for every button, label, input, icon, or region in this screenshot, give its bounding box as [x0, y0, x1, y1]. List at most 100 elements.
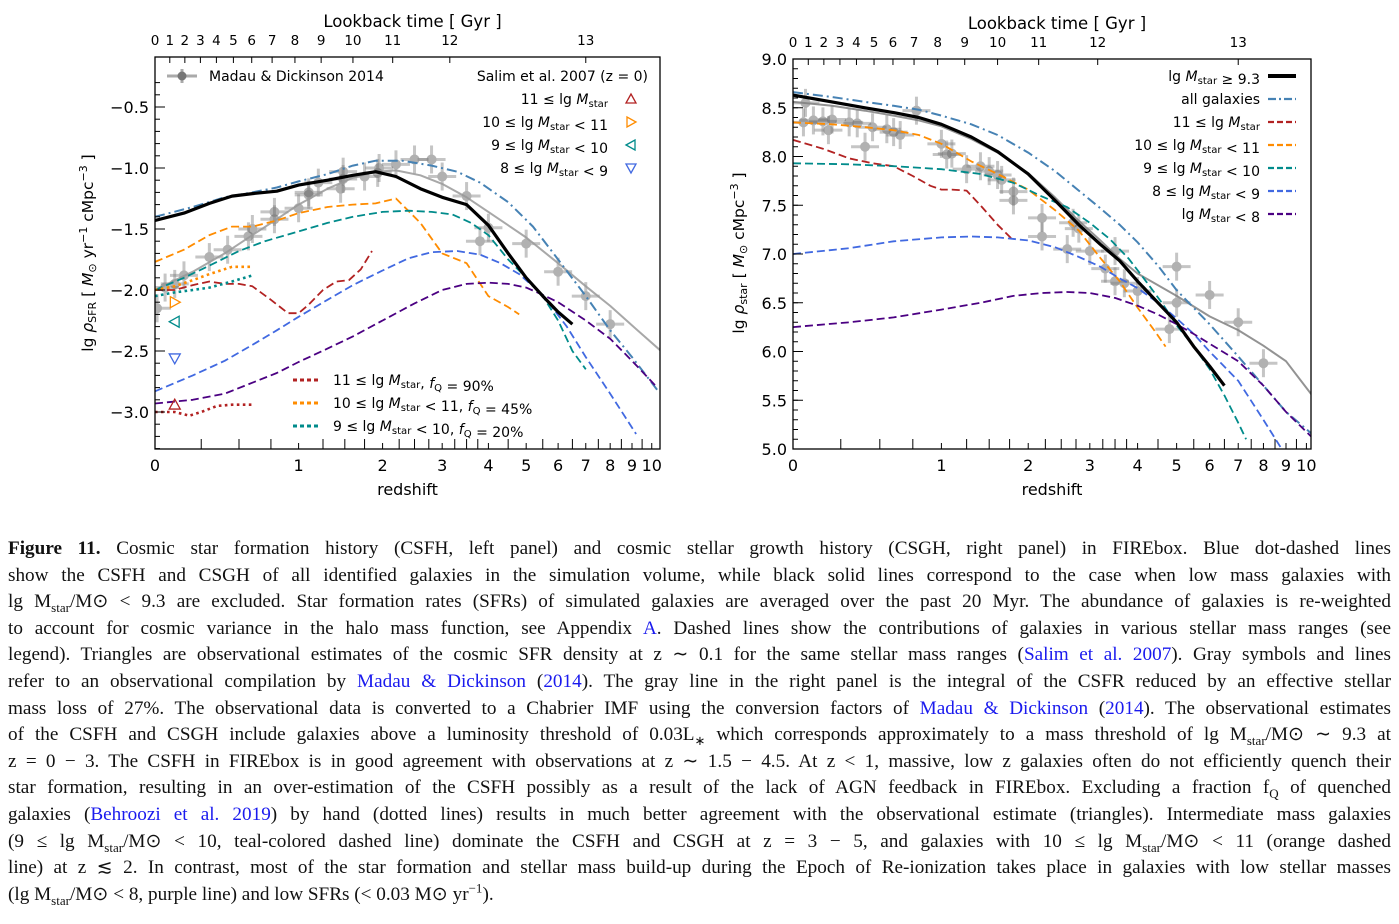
citation-link[interactable]: 2014 [1105, 697, 1144, 719]
caption-text: ( [1088, 697, 1106, 719]
legend-label: 9 ≤ lg Mstar < 10, fQ = 20% [333, 419, 523, 441]
top-x-tick-label: 11 [1030, 35, 1047, 51]
top-x-tick-label: 5 [870, 35, 879, 51]
caption-line: Figure 11. Cosmic star formation history… [8, 536, 1391, 563]
observation-point [1162, 252, 1191, 281]
citation-link[interactable]: Madau & Dickinson [919, 697, 1089, 719]
top-x-tick-label: 13 [577, 33, 594, 49]
x-tick-label: 1 [936, 456, 946, 475]
observation-point [818, 105, 847, 134]
citation-link[interactable]: Salim et al. 2007 [1023, 644, 1172, 666]
observation-marker [1258, 358, 1269, 369]
legend-label: 9 ≤ lg Mstar < 10 [491, 138, 608, 157]
observation-point [983, 161, 1012, 190]
y-tick-label: 9.0 [762, 50, 787, 69]
caption-text: of quenched [1278, 777, 1391, 799]
legend-salim: Salim et al. 2007 (z = 0) 11 ≤ lg Mstar 10… [477, 69, 648, 180]
y-tick-label: 7.5 [762, 196, 787, 215]
observation-marker [823, 125, 834, 136]
x-axis-label: redshift [377, 480, 438, 499]
legend-label: lg Mstar < 8 [1182, 207, 1260, 226]
top-x-tick-label: 3 [836, 35, 845, 51]
x-tick-label: 8 [605, 456, 615, 475]
observation-marker [269, 206, 280, 217]
observation-point [1162, 288, 1191, 317]
observation-marker [474, 236, 485, 247]
x-tick-label: 3 [437, 456, 447, 475]
legend-label: 10 ≤ lg Mstar < 11, fQ = 45% [333, 396, 532, 418]
observation-marker [941, 149, 952, 160]
top-x-tick-label: 0 [151, 33, 160, 49]
observation-marker [1164, 324, 1175, 335]
legend-label: 11 ≤ lg Mstar [521, 92, 609, 110]
top-x-tick-label: 1 [165, 33, 174, 49]
x-tick-label: 4 [1132, 456, 1142, 475]
observation-marker [521, 238, 532, 249]
legend-label: 10 ≤ lg Mstar < 11 [482, 115, 608, 134]
top-x-tick-label: 4 [212, 33, 221, 49]
legend-label: lg Mstar ≥ 9.3 [1168, 69, 1260, 88]
top-x-tick-label: 0 [789, 35, 798, 51]
observation-marker [1008, 186, 1019, 197]
caption-line: mass loss of 27%. The observational data… [8, 696, 1391, 723]
caption-text: galaxies ( [8, 803, 91, 825]
top-x-tick-label: 8 [291, 33, 300, 49]
citation-link[interactable]: 2014 [543, 670, 582, 692]
caption-text: mass loss of 27%. The observational data… [8, 697, 920, 719]
caption-text: star [1246, 732, 1266, 748]
x-tick-label: 2 [377, 456, 387, 475]
legend-label: 11 ≤ lg Mstar, fQ = 90% [333, 373, 494, 395]
caption-line: (lg Mstar/M⊙ < 8, purple line) and low S… [8, 881, 1391, 909]
top-x-tick-label: 6 [247, 33, 256, 49]
caption-text: Q [1269, 786, 1279, 802]
caption-text: star [51, 892, 70, 908]
top-x-axis-label: Lookback time [ Gyr ] [323, 12, 501, 31]
observation-point [1028, 222, 1057, 251]
figure-label: Figure 11. [8, 538, 101, 559]
observation-point [1195, 280, 1224, 309]
observation-marker [860, 141, 871, 152]
top-x-axis-label: Lookback time [ Gyr ] [968, 14, 1146, 33]
observation-point [155, 294, 172, 323]
observation-point [381, 150, 410, 179]
caption-text: line) at z ≲ 2. In contrast, most of the… [8, 857, 1391, 879]
series-line-lg-m-star-8 [155, 281, 658, 405]
citation-link[interactable]: Madau & Dickinson [357, 670, 526, 692]
legend-triangle [626, 115, 638, 129]
observation-marker [881, 124, 892, 135]
series-line-8-lg-m-star-9 [793, 235, 1283, 449]
y-tick-label: 7.0 [762, 245, 787, 264]
observation-marker [984, 166, 995, 177]
caption-text: /M⊙ < 8, purple line) and low SFRs (< 0.… [69, 883, 469, 905]
observation-marker [1084, 246, 1095, 257]
observation-marker [1062, 244, 1073, 255]
caption-line: z = 0 − 3. The CSFH in FIREbox is in goo… [8, 749, 1391, 776]
observation-point [937, 139, 966, 168]
series-line-all-galaxies [793, 91, 1311, 435]
salim-triangle-marker [168, 353, 182, 366]
series-line-11-lg-m-star [155, 250, 373, 315]
observation-marker [817, 116, 828, 127]
series-line-9-lg-m-star-10 [793, 162, 1247, 440]
y-tick-label: 6.0 [762, 343, 787, 362]
top-x-tick-label: 2 [820, 35, 829, 51]
citation-link[interactable]: Behroozi et al. 2019 [90, 803, 271, 825]
x-tick-label: 2 [1023, 456, 1033, 475]
legend-label: 11 ≤ lg Mstar [1173, 115, 1261, 133]
top-x-tick-label: 4 [852, 35, 861, 51]
observation-point [932, 140, 961, 169]
salim-triangle-marker [169, 295, 182, 309]
observation-marker [1233, 317, 1244, 328]
top-x-tick-label: 10 [344, 33, 361, 49]
citation-link[interactable]: A [642, 617, 657, 639]
legend-csgh: lg Mstar ≥ 9.3 all galaxies 11 ≤ lg Mstar 1… [1134, 69, 1296, 226]
caption-text: ) by hand (dotted lines) results in much… [270, 803, 1391, 825]
observation-marker [1171, 297, 1182, 308]
observation-point [851, 132, 880, 161]
observations-madau-dickinson [793, 88, 1278, 378]
observation-point [999, 186, 1028, 215]
series-lines [793, 91, 1311, 449]
caption-line: line) at z ≲ 2. In contrast, most of the… [8, 855, 1391, 882]
